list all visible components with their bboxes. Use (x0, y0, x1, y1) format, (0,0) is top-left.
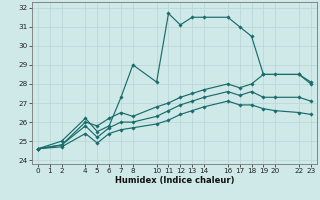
X-axis label: Humidex (Indice chaleur): Humidex (Indice chaleur) (115, 176, 234, 185)
